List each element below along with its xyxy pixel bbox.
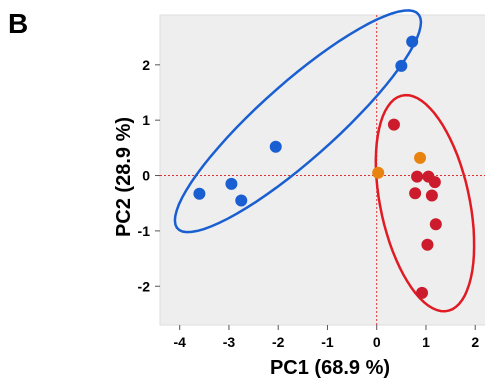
- data-point-s1-3: [235, 194, 248, 207]
- x-tick-label: -4: [173, 334, 186, 350]
- y-tick-label: -2: [138, 278, 151, 294]
- y-tick-label: -1: [138, 223, 151, 239]
- data-point-s3-2: [414, 151, 427, 164]
- x-tick-label: 1: [422, 334, 430, 350]
- data-point-s1-4: [269, 140, 282, 153]
- data-point-s2-7: [429, 218, 442, 231]
- x-tick-label: 2: [471, 334, 479, 350]
- x-tick-label: -2: [272, 334, 285, 350]
- confidence-ellipse-1: [173, 9, 423, 234]
- plot-area: [159, 14, 485, 326]
- y-axis-title: PC2 (28.9 %): [113, 117, 135, 237]
- data-point-s2-2: [411, 170, 424, 183]
- data-point-s3-1: [372, 166, 385, 179]
- y-tick-label: 0: [142, 168, 150, 184]
- y-tick-label: 1: [142, 112, 150, 128]
- panel-label: B: [8, 8, 29, 39]
- data-point-s1-1: [193, 187, 206, 200]
- data-point-s1-6: [406, 35, 419, 48]
- data-point-s2-9: [416, 286, 429, 299]
- data-point-s2-4: [428, 176, 441, 189]
- data-point-s2-5: [409, 187, 422, 200]
- x-axis-title: PC1 (68.9 %): [270, 357, 390, 379]
- data-point-s2-1: [387, 118, 400, 131]
- data-point-s1-2: [225, 177, 238, 190]
- x-tick-label: -3: [223, 334, 236, 350]
- x-tick-label: -1: [321, 334, 334, 350]
- data-point-s1-5: [395, 59, 408, 72]
- data-point-s2-8: [421, 238, 434, 251]
- confidence-ellipse-2: [374, 93, 476, 313]
- y-tick-label: 2: [142, 57, 150, 73]
- data-point-s2-6: [425, 189, 438, 202]
- x-tick-label: 0: [373, 334, 381, 350]
